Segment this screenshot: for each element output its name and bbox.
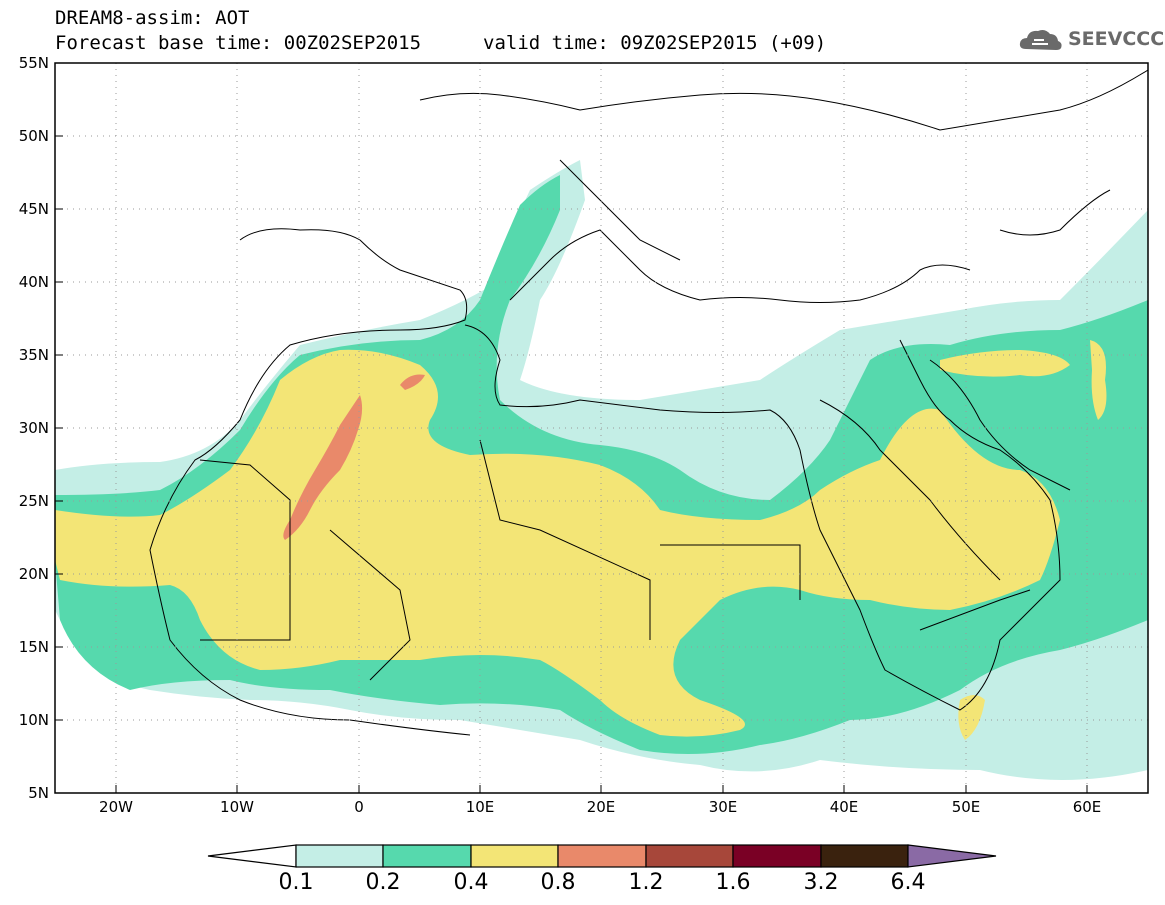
lon-label: 60E (1073, 798, 1102, 816)
colorbar-segment (732, 844, 822, 868)
colorbar-label: 0.8 (540, 870, 576, 895)
aot-band-0.8 (283, 395, 363, 540)
aot-contours (55, 63, 1148, 793)
aot-band-0.4 (55, 349, 1060, 737)
lat-label: 15N (19, 638, 49, 656)
colorbar-label: 6.4 (890, 870, 926, 895)
colorbar-segment (645, 844, 734, 868)
lat-label: 40N (19, 273, 49, 291)
lon-label: 10W (220, 798, 254, 816)
colorbar (207, 844, 997, 868)
lat-label: 45N (19, 200, 49, 218)
lat-label: 20N (19, 565, 49, 583)
coastlines (149, 69, 1148, 736)
colorbar-label: 0.4 (453, 870, 489, 895)
lon-label: 30E (709, 798, 738, 816)
latitude-labels: 5N 10N 15N 20N 25N 30N 35N 40N 45N 50N 5… (19, 54, 49, 802)
cloud-logo-icon (1019, 30, 1062, 50)
lat-label: 50N (19, 127, 49, 145)
lon-label: 50E (952, 798, 981, 816)
lat-label: 55N (19, 54, 49, 72)
colorbar-label: 3.2 (803, 870, 839, 895)
tick-marks (55, 135, 1088, 793)
lat-label: 10N (19, 711, 49, 729)
colorbar-segment (557, 844, 647, 868)
colorbar-segment (470, 844, 559, 868)
forecast-base-time: Forecast base time: 00Z02SEP2015 (55, 32, 422, 54)
lat-label: 25N (19, 492, 49, 510)
lon-label: 0 (354, 798, 364, 816)
colorbar-segment (295, 844, 384, 868)
lat-label: 5N (28, 784, 49, 802)
lon-label: 20E (587, 798, 616, 816)
map-title: DREAM8-assim: AOT (55, 7, 250, 29)
graticule (55, 63, 1148, 793)
seevccc-logo-text: SEEVCCC (1068, 28, 1165, 50)
colorbar-segment (820, 844, 909, 868)
colorbar-segment-over (907, 844, 997, 868)
colorbar-label: 0.1 (278, 870, 314, 895)
colorbar-label: 1.2 (628, 870, 664, 895)
valid-time: valid time: 09Z02SEP2015 (+09) (483, 32, 827, 54)
colorbar-segment-under (207, 844, 297, 868)
colorbar-label: 1.6 (715, 870, 751, 895)
lon-label: 10E (466, 798, 495, 816)
lon-label: 20W (99, 798, 133, 816)
lat-label: 30N (19, 419, 49, 437)
colorbar-segment (382, 844, 472, 868)
lat-label: 35N (19, 346, 49, 364)
lon-label: 40E (830, 798, 859, 816)
colorbar-label: 0.2 (365, 870, 401, 895)
longitude-labels: 20W 10W 0 10E 20E 30E 40E 50E 60E (99, 798, 1101, 816)
